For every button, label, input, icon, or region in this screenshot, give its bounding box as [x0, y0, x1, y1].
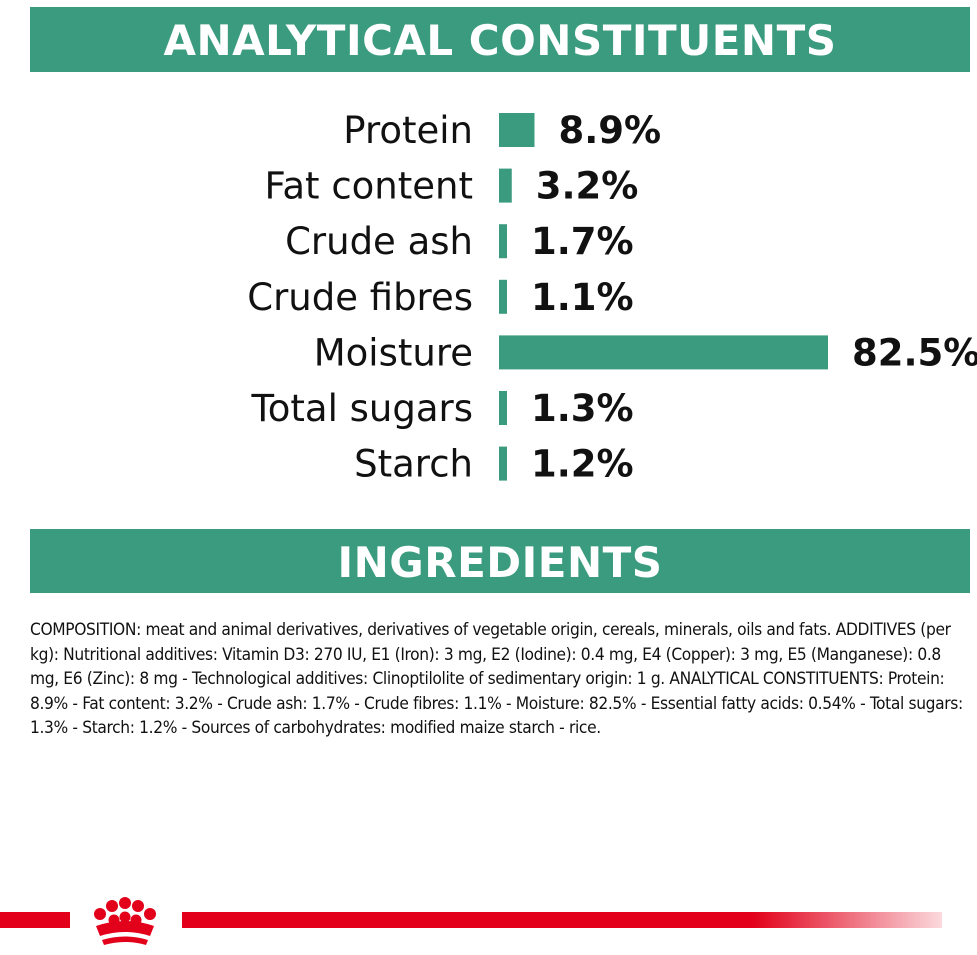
value-label-moisture: 82.5% — [852, 331, 977, 374]
nutrient-bar-chart: Protein 8.9% Fat content 3.2% Crude ash 1.7% C… — [247, 109, 977, 486]
category-label-moisture: Moisture — [314, 331, 473, 374]
category-label-crude-ash: Crude ash — [285, 220, 473, 263]
category-label-total-sugars: Total sugars — [250, 387, 473, 430]
ingredients-text: COMPOSITION: meat and animal derivatives… — [30, 620, 963, 738]
value-label-starch: 1.2% — [531, 443, 634, 486]
ingredients-heading: INGREDIENTS — [30, 529, 970, 593]
value-label-protein: 8.9% — [558, 109, 661, 152]
bar-fat-content — [499, 168, 512, 203]
bar-protein — [499, 113, 535, 147]
bar-moisture — [499, 335, 828, 370]
category-label-crude-fibres: Crude fibres — [247, 276, 473, 319]
brand-footer — [0, 890, 977, 950]
value-label-fat-content: 3.2% — [536, 165, 639, 208]
value-label-crude-ash: 1.7% — [531, 220, 634, 263]
value-label-crude-fibres: 1.1% — [531, 276, 634, 319]
bar-crude-ash — [499, 224, 507, 259]
bar-crude-fibres — [499, 279, 507, 314]
value-label-total-sugars: 1.3% — [531, 387, 634, 430]
bar-total-sugars — [499, 391, 507, 425]
analytical-constituents-heading: ANALYTICAL CONSTITUENTS — [30, 7, 970, 72]
footer-red-line-right — [182, 912, 942, 928]
category-label-protein: Protein — [343, 109, 473, 152]
footer-red-line-left — [0, 912, 70, 928]
category-label-fat-content: Fat content — [265, 165, 474, 208]
crown-logo-icon — [94, 897, 156, 945]
category-label-starch: Starch — [354, 443, 473, 486]
bar-starch — [499, 446, 507, 481]
